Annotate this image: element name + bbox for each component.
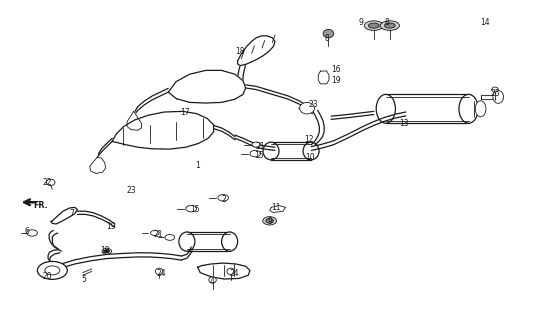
Ellipse shape: [368, 23, 379, 28]
Text: 8: 8: [384, 18, 389, 27]
Polygon shape: [270, 205, 286, 212]
Text: 6: 6: [24, 227, 29, 236]
Text: 24: 24: [230, 269, 239, 278]
Text: 20: 20: [43, 272, 52, 281]
Text: 5: 5: [82, 276, 87, 284]
Ellipse shape: [300, 102, 315, 114]
Ellipse shape: [263, 142, 279, 160]
Text: 7: 7: [69, 209, 74, 218]
Text: 12: 12: [304, 135, 314, 144]
Ellipse shape: [493, 91, 504, 103]
Ellipse shape: [227, 268, 234, 275]
Ellipse shape: [380, 21, 399, 30]
Polygon shape: [168, 70, 246, 103]
Text: 14: 14: [481, 18, 490, 27]
Text: 13: 13: [399, 119, 409, 128]
Ellipse shape: [263, 217, 277, 225]
Text: 4: 4: [210, 277, 215, 286]
Text: 24: 24: [156, 269, 166, 278]
Ellipse shape: [252, 142, 261, 147]
Ellipse shape: [27, 230, 37, 236]
Ellipse shape: [384, 23, 395, 28]
Ellipse shape: [45, 266, 60, 275]
Polygon shape: [90, 157, 106, 173]
Text: 17: 17: [180, 108, 190, 117]
Polygon shape: [187, 232, 230, 251]
Ellipse shape: [222, 232, 238, 251]
Text: 19: 19: [106, 222, 115, 231]
Ellipse shape: [266, 219, 273, 223]
Ellipse shape: [151, 230, 159, 236]
Text: 2: 2: [222, 195, 226, 204]
Ellipse shape: [475, 101, 486, 117]
Ellipse shape: [37, 261, 67, 279]
Text: 15: 15: [254, 151, 264, 160]
Polygon shape: [318, 71, 329, 84]
Ellipse shape: [209, 277, 216, 283]
Polygon shape: [112, 111, 214, 149]
Text: FR.: FR.: [33, 201, 48, 210]
Ellipse shape: [459, 94, 478, 123]
Text: 8: 8: [324, 34, 329, 43]
Ellipse shape: [323, 29, 334, 38]
Ellipse shape: [102, 248, 112, 254]
Polygon shape: [198, 263, 250, 279]
Text: 23: 23: [309, 100, 318, 109]
Text: 22: 22: [43, 178, 52, 187]
Text: 21: 21: [154, 230, 163, 239]
Ellipse shape: [364, 21, 383, 30]
Ellipse shape: [186, 205, 197, 212]
Polygon shape: [271, 142, 311, 160]
Polygon shape: [127, 111, 142, 130]
Ellipse shape: [218, 195, 229, 201]
Text: 23: 23: [126, 186, 136, 195]
Text: 1: 1: [195, 161, 200, 170]
Ellipse shape: [165, 235, 175, 240]
Ellipse shape: [303, 142, 319, 160]
Text: 9: 9: [359, 18, 364, 27]
Text: 19: 19: [100, 246, 110, 255]
Text: 16: 16: [331, 65, 341, 74]
Polygon shape: [51, 207, 77, 224]
Text: 11: 11: [271, 203, 281, 212]
Text: 19: 19: [331, 76, 341, 85]
Text: 25: 25: [490, 89, 500, 98]
Text: 15: 15: [190, 205, 200, 214]
Polygon shape: [238, 36, 275, 66]
Polygon shape: [386, 94, 469, 123]
Ellipse shape: [46, 179, 55, 186]
Ellipse shape: [104, 250, 109, 253]
Ellipse shape: [155, 268, 163, 275]
Polygon shape: [481, 95, 497, 99]
Text: 18: 18: [235, 47, 245, 56]
Text: 9: 9: [267, 217, 272, 226]
Ellipse shape: [250, 150, 261, 157]
Ellipse shape: [492, 87, 498, 92]
Ellipse shape: [179, 232, 195, 251]
Text: 10: 10: [305, 153, 315, 162]
Ellipse shape: [376, 94, 395, 123]
Text: 21: 21: [255, 142, 265, 151]
